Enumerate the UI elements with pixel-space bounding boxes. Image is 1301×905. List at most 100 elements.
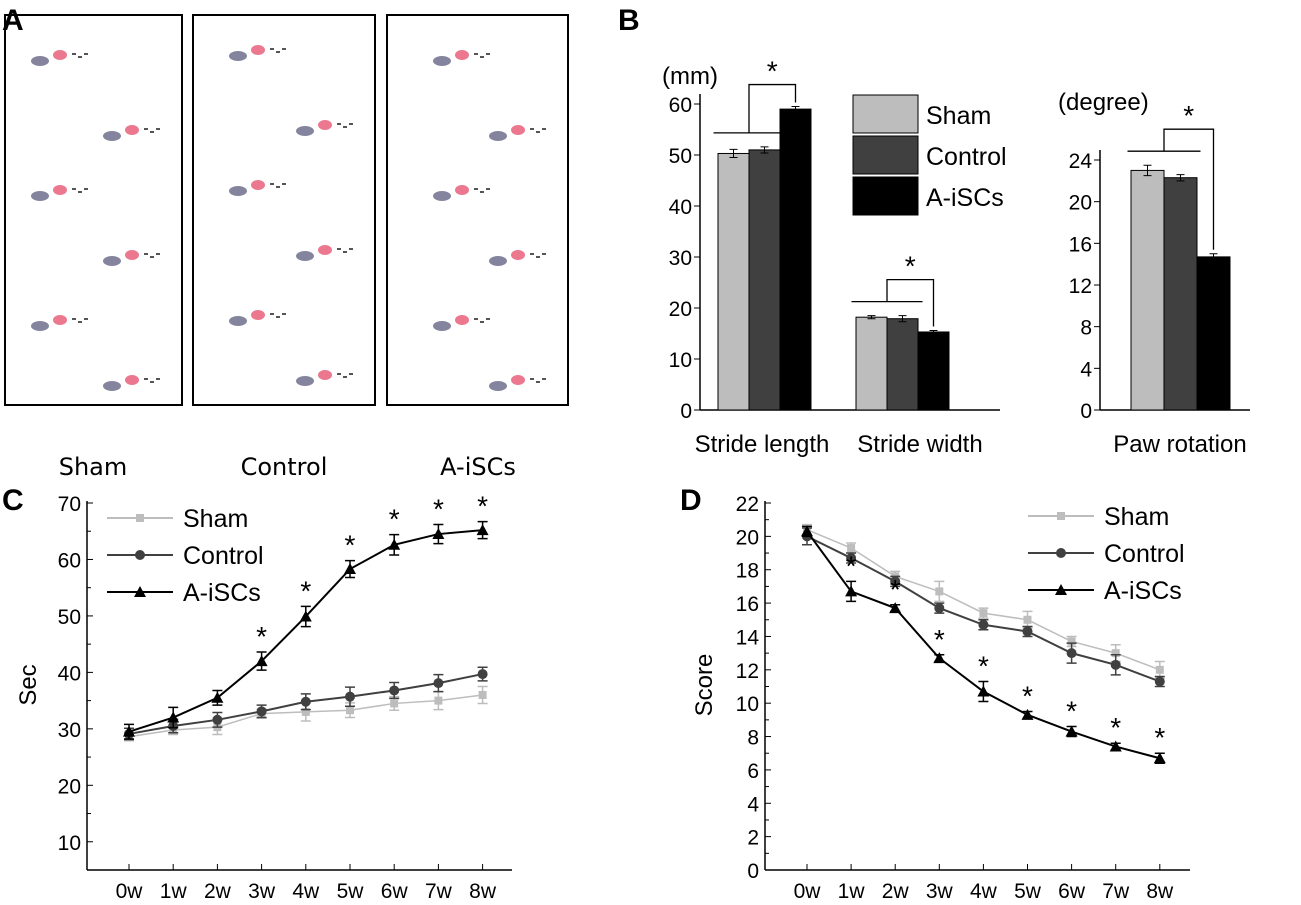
significance-star: * (890, 574, 901, 605)
y-tick-label: 20 (1069, 192, 1092, 215)
toe-print (72, 318, 76, 320)
y-tick-label: 4 (747, 793, 759, 816)
toe-print (486, 188, 490, 190)
forepaw-print (296, 376, 314, 386)
bar-a-iscs (1196, 256, 1231, 411)
data-point-control (1110, 659, 1121, 670)
x-tick-label: 5w (337, 880, 365, 903)
forepaw-print (31, 56, 49, 66)
bar-a-iscs (917, 331, 950, 411)
significance-star: * (389, 504, 400, 535)
line-chart-d: 0 2 4 6 8 10 12 14 16 18 20 22 0w 1w 2w 3w 4w 5w 6w 7w 8w * * *… (736, 493, 1190, 903)
data-point-control (433, 678, 444, 689)
data-point-a-iscs (388, 538, 401, 550)
x-tick-label: 7w (425, 880, 453, 903)
panel-label-a: A (2, 4, 24, 37)
data-point-a-iscs (123, 725, 135, 737)
x-tick-label: 7w (1102, 880, 1130, 903)
hindpaw-print (318, 245, 332, 255)
d-ylabel: Score (691, 654, 718, 717)
toe-print (78, 191, 82, 193)
data-point-sham (935, 587, 944, 596)
error-bar (729, 148, 738, 159)
x-tick-label: 0w (794, 880, 822, 903)
significance-star: * (1110, 712, 1121, 743)
error-bar (791, 106, 800, 113)
toe-print (343, 376, 347, 378)
legend-marker-sham (1057, 512, 1065, 520)
error-bar (1143, 164, 1152, 177)
legend-marker-a-iscs (1055, 584, 1067, 595)
error-bar (929, 329, 938, 334)
data-point-control (890, 576, 901, 587)
x-tick-label: 5w (1014, 880, 1042, 903)
toe-print (542, 378, 546, 380)
toe-print (480, 321, 484, 323)
hindpaw-print (318, 370, 332, 380)
data-point-control (345, 691, 355, 702)
x-tick-label: 1w (838, 880, 866, 903)
data-point-a-iscs (933, 652, 946, 664)
b1-category-stride-length: Stride length (695, 431, 830, 458)
y-tick-label: 0 (747, 860, 759, 883)
y-tick-label: 50 (669, 145, 692, 168)
y-tick-label: 12 (736, 660, 759, 683)
data-point-a-iscs (977, 685, 990, 697)
y-tick-label: 20 (58, 775, 81, 798)
group-label-aiscs: A-iSCs (440, 453, 516, 481)
forepaw-print (229, 186, 247, 196)
forepaw-print (229, 51, 247, 61)
data-point-a-iscs (167, 711, 180, 723)
data-point-a-iscs (476, 524, 489, 536)
x-tick-label: 2w (204, 880, 232, 903)
error-bar (1176, 174, 1185, 182)
data-point-sham (434, 696, 443, 705)
toe-print (536, 381, 540, 383)
toe-print (78, 56, 82, 58)
y-tick-label: 60 (669, 94, 692, 117)
data-point-sham (1023, 615, 1032, 624)
legend-label-sham: Sham (183, 505, 248, 533)
b2-category-paw-rotation: Paw rotation (1113, 431, 1246, 458)
line-chart-c: 10 20 30 40 50 60 70 0w 1w 2w 3w 4w 5w 6w 7w 8w * * * * * * Sh… (58, 491, 512, 903)
data-point-a-iscs (889, 602, 902, 614)
error-bar (1209, 253, 1218, 261)
significance-bracket (713, 83, 797, 134)
group-label-sham: Sham (59, 453, 128, 481)
toe-print (474, 53, 478, 55)
legend-label-aiscs: A-iSCs (926, 184, 1004, 212)
toe-print (542, 253, 546, 255)
forepaw-print (433, 191, 451, 201)
hindpaw-print (53, 185, 67, 195)
significance-bracket (851, 279, 935, 327)
y-tick-label: 10 (58, 832, 81, 855)
group-label-control: Control (241, 453, 328, 481)
toe-print (270, 48, 274, 50)
bar-chart-stride: 0 10 20 30 40 50 60 * * (669, 56, 1000, 423)
x-tick-label: 4w (970, 880, 998, 903)
toe-print (542, 128, 546, 130)
data-point-sham (1111, 649, 1120, 658)
x-tick-label: 3w (926, 880, 954, 903)
significance-star: * (934, 624, 945, 655)
toe-print (144, 128, 148, 130)
legend-label-control: Control (183, 542, 264, 570)
forepaw-print (229, 316, 247, 326)
significance-star: * (905, 251, 916, 282)
toe-print (474, 188, 478, 190)
toe-print (282, 48, 286, 50)
data-point-a-iscs (1065, 725, 1078, 737)
toe-print (144, 253, 148, 255)
toe-print (282, 313, 286, 315)
x-tick-label: 8w (1146, 880, 1174, 903)
significance-star: * (300, 575, 311, 606)
b1-category-stride-width: Stride width (857, 431, 982, 458)
significance-star: * (767, 56, 778, 87)
legend-label-control: Control (926, 143, 1007, 171)
bar-chart-paw-rotation: 0 4 8 12 16 20 24 * (1069, 100, 1250, 423)
data-point-control (1154, 676, 1165, 687)
forepaw-print (489, 381, 507, 391)
hindpaw-print (53, 50, 67, 60)
data-point-sham (979, 609, 988, 618)
